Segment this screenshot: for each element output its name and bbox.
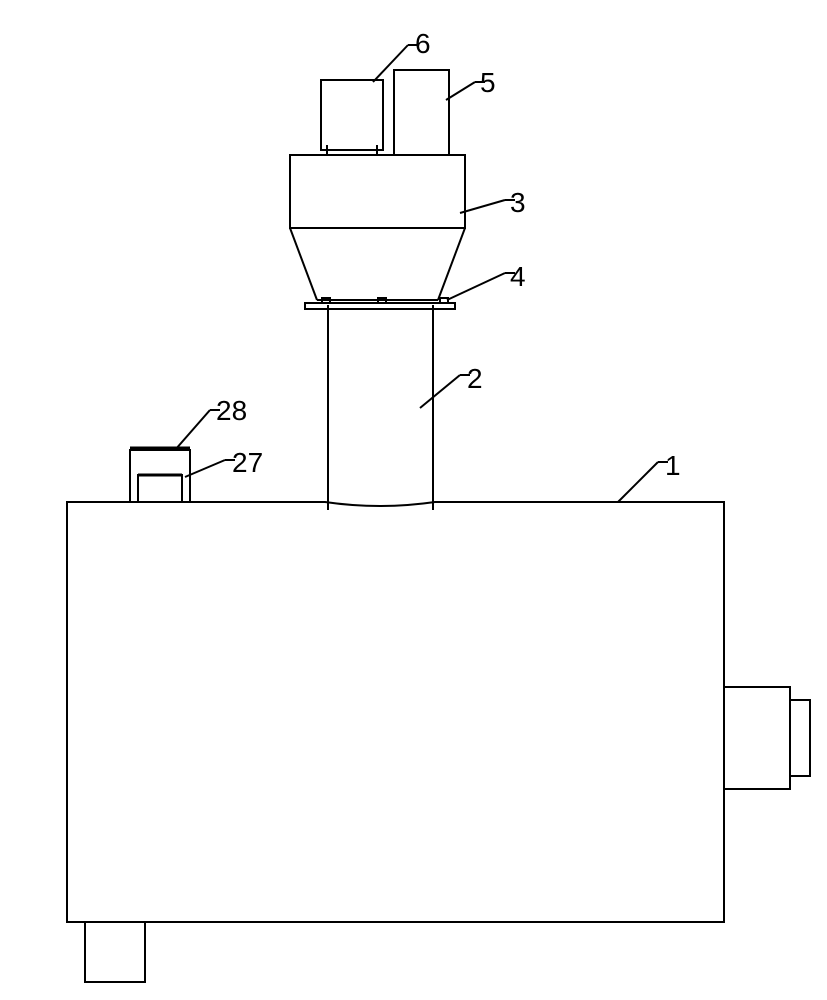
leader-line-4	[447, 273, 505, 300]
upper-cylinder	[290, 155, 465, 228]
label-6: 6	[415, 28, 431, 60]
vertical-tube	[328, 305, 433, 510]
label-3: 3	[510, 187, 526, 219]
left-small-port-inner	[138, 475, 182, 502]
leader-line-5	[446, 82, 475, 100]
bottom-left-port	[85, 922, 145, 982]
label-4: 4	[510, 261, 526, 293]
leader-line-3	[460, 200, 505, 213]
main-body	[67, 502, 724, 922]
label-27: 27	[232, 447, 263, 479]
technical-diagram	[0, 0, 827, 1000]
label-5: 5	[480, 67, 496, 99]
top-right-port	[394, 70, 449, 155]
label-28: 28	[216, 395, 247, 427]
tapered-neck	[290, 228, 465, 300]
right-side-port-inner	[790, 700, 810, 776]
top-left-port-outer	[321, 80, 383, 150]
leader-line-6	[373, 45, 408, 82]
leader-line-28	[175, 410, 210, 450]
flange-bolt	[440, 298, 448, 303]
label-2: 2	[467, 363, 483, 395]
leader-line-2	[420, 375, 460, 408]
leader-line-1	[618, 462, 658, 502]
right-side-port-outer	[724, 687, 790, 789]
label-1: 1	[665, 450, 681, 482]
